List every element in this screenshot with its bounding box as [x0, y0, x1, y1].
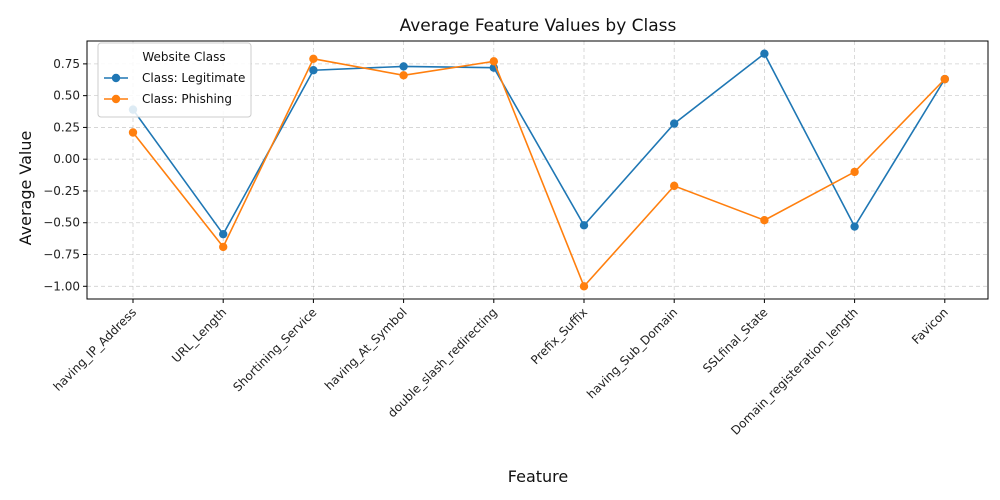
data-point	[399, 71, 408, 80]
y-tick-label: −0.75	[43, 248, 80, 262]
data-point	[309, 66, 318, 75]
series-layer	[128, 49, 949, 291]
data-point	[128, 128, 138, 137]
y-tick-label: −1.00	[43, 279, 80, 293]
y-tick-label: 0.75	[53, 57, 80, 71]
y-tick-label: 0.50	[53, 89, 80, 103]
data-point	[579, 221, 589, 230]
y-tick-label: −0.25	[43, 184, 80, 198]
y-tick-label: 0.25	[53, 120, 80, 134]
legend-items: Class: Legitimate Class: Phishing	[104, 71, 245, 106]
legend-title: Website Class	[142, 50, 225, 64]
data-point	[219, 242, 228, 252]
data-point	[760, 216, 769, 225]
plot-frame	[86, 40, 989, 300]
chart-title: Average Feature Values by Class	[400, 16, 677, 36]
legend: Website Class Class: Legitimate Class: Ph…	[97, 42, 252, 118]
y-tick-label: −0.50	[43, 216, 80, 230]
data-point	[579, 282, 589, 291]
legend-box	[97, 42, 252, 118]
y-axis: −1.00 −0.75 −0.50 −0.25 0.00 0.25 0.50 0.75	[43, 57, 87, 293]
data-point	[940, 74, 949, 84]
data-point	[850, 167, 859, 177]
x-axis-title: Feature	[508, 467, 568, 486]
data-point	[219, 229, 228, 239]
data-point	[850, 222, 859, 231]
data-point	[309, 54, 318, 63]
series-line	[132, 57, 946, 288]
data-point	[670, 119, 679, 128]
data-point	[670, 181, 679, 191]
legend-swatch-marker	[111, 94, 121, 104]
data-point	[399, 62, 408, 71]
legend-label: Class: Legitimate	[142, 71, 245, 85]
y-tick-label: 0.00	[53, 152, 80, 166]
data-point	[489, 57, 498, 66]
legend-swatch-marker	[111, 73, 121, 83]
y-axis-title: Average Value	[16, 131, 35, 246]
legend-label: Class: Phishing	[142, 92, 232, 106]
data-point	[760, 49, 769, 58]
